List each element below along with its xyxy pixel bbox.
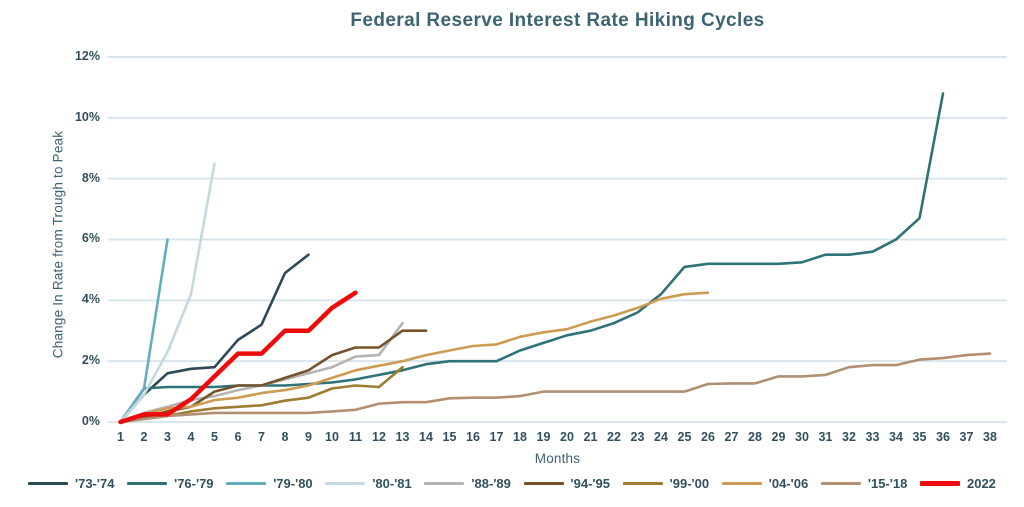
x-tick-label: 22: [607, 430, 621, 444]
x-tick-label: 15: [442, 430, 457, 444]
x-tick-label: 33: [865, 430, 880, 444]
legend-item-9900: '99-'00: [622, 476, 710, 491]
x-tick-label: 16: [466, 430, 480, 444]
x-tick-label: 25: [677, 430, 692, 444]
legend-item-8081: '80-'81: [325, 476, 412, 491]
x-tick-label: 31: [818, 430, 833, 444]
x-tick-label: 1: [117, 430, 124, 444]
x-tick-label: 27: [724, 430, 739, 444]
legend-label: '99-'00: [669, 476, 710, 491]
x-tick-label: 8: [281, 430, 289, 444]
x-tick-label: 38: [983, 430, 997, 444]
series-line-2022: [118, 290, 358, 425]
x-tick-label: 28: [748, 430, 762, 444]
y-tick-label: 10%: [74, 109, 100, 124]
legend-swatch: [721, 482, 762, 485]
x-tick-label: 7: [258, 430, 265, 444]
legend-label: '73-'74: [75, 476, 115, 491]
x-tick-label: 29: [771, 430, 786, 444]
legend-swatch: [820, 482, 861, 485]
y-tick-label: 12%: [74, 48, 100, 63]
x-tick-label: 26: [701, 430, 715, 444]
legend-swatch: [919, 481, 960, 486]
x-tick-label: 24: [654, 430, 668, 444]
y-tick-label: 2%: [81, 353, 100, 368]
x-tick-label: 37: [959, 430, 974, 444]
x-tick-label: 9: [305, 430, 312, 444]
legend-label: '15-'18: [867, 476, 908, 491]
x-tick-label: 3: [164, 430, 171, 444]
x-axis-label: Months: [534, 451, 581, 466]
x-tick-label: 23: [630, 430, 645, 444]
legend-label: '80-'81: [372, 476, 412, 491]
series-line-7980: [119, 238, 169, 424]
legend: '73-'74 '76-'79 '79-'80 '80-'81 '88-'89 '94-'…: [0, 476, 1024, 491]
x-tick-label: 30: [795, 430, 809, 444]
x-tick-label: 13: [395, 430, 410, 444]
y-tick-label: 4%: [81, 292, 100, 307]
x-tick-label: 6: [234, 430, 242, 444]
x-tick-label: 21: [583, 430, 598, 444]
legend-item-8889: '88-'89: [424, 476, 511, 491]
legend-swatch: [28, 482, 68, 485]
legend-swatch: [325, 482, 366, 485]
x-tick-label: 5: [211, 430, 218, 444]
x-tick-label: 14: [419, 430, 433, 444]
x-tick-label: 18: [513, 430, 527, 444]
x-tick-label: 34: [889, 430, 903, 444]
legend-label: '04-'06: [768, 476, 809, 491]
series-line-8081: [119, 162, 216, 424]
x-tick-label: 32: [842, 430, 856, 444]
x-tick-label: 17: [489, 430, 504, 444]
legend-item-7374: '73-'74: [28, 476, 114, 491]
chart-title: Federal Reserve Interest Rate Hiking Cyc…: [350, 10, 765, 31]
x-tick-label: 20: [560, 430, 574, 444]
y-tick-label: 0%: [81, 414, 100, 428]
legend-label: '94-'95: [570, 476, 610, 491]
legend-label: '76-'79: [174, 476, 214, 491]
legend-item-7679: '76-'79: [127, 476, 214, 491]
legend-label: 2022: [966, 476, 996, 491]
x-tick-label: 12: [372, 430, 386, 444]
x-tick-label: 11: [348, 430, 363, 444]
legend-item-1518: '15-'18: [820, 476, 908, 491]
x-tick-label: 4: [187, 430, 195, 444]
legend-swatch: [424, 482, 465, 485]
x-tick-label: 2: [140, 430, 148, 444]
x-tick-label: 35: [912, 430, 927, 444]
x-tick-label: 10: [325, 430, 339, 444]
legend-item-2022: 2022: [919, 476, 996, 491]
series-line-1518: [119, 352, 992, 424]
y-tick-label: 8%: [81, 170, 100, 185]
series-line-7679: [119, 92, 945, 424]
series-line-8889: [119, 321, 404, 424]
legend-swatch: [523, 482, 564, 485]
legend-label: '79-'80: [273, 476, 313, 491]
series-line-0406: [119, 291, 710, 424]
legend-swatch: [226, 482, 267, 485]
legend-swatch: [622, 482, 663, 485]
x-tick-label: 19: [536, 430, 551, 444]
y-tick-label: 6%: [81, 231, 100, 246]
legend-label: '88-'89: [471, 476, 511, 491]
legend-swatch: [127, 482, 168, 485]
legend-item-9495: '94-'95: [523, 476, 610, 491]
x-tick-label: 36: [936, 430, 950, 444]
legend-item-7980: '79-'80: [226, 476, 313, 491]
legend-item-0406: '04-'06: [721, 476, 809, 491]
